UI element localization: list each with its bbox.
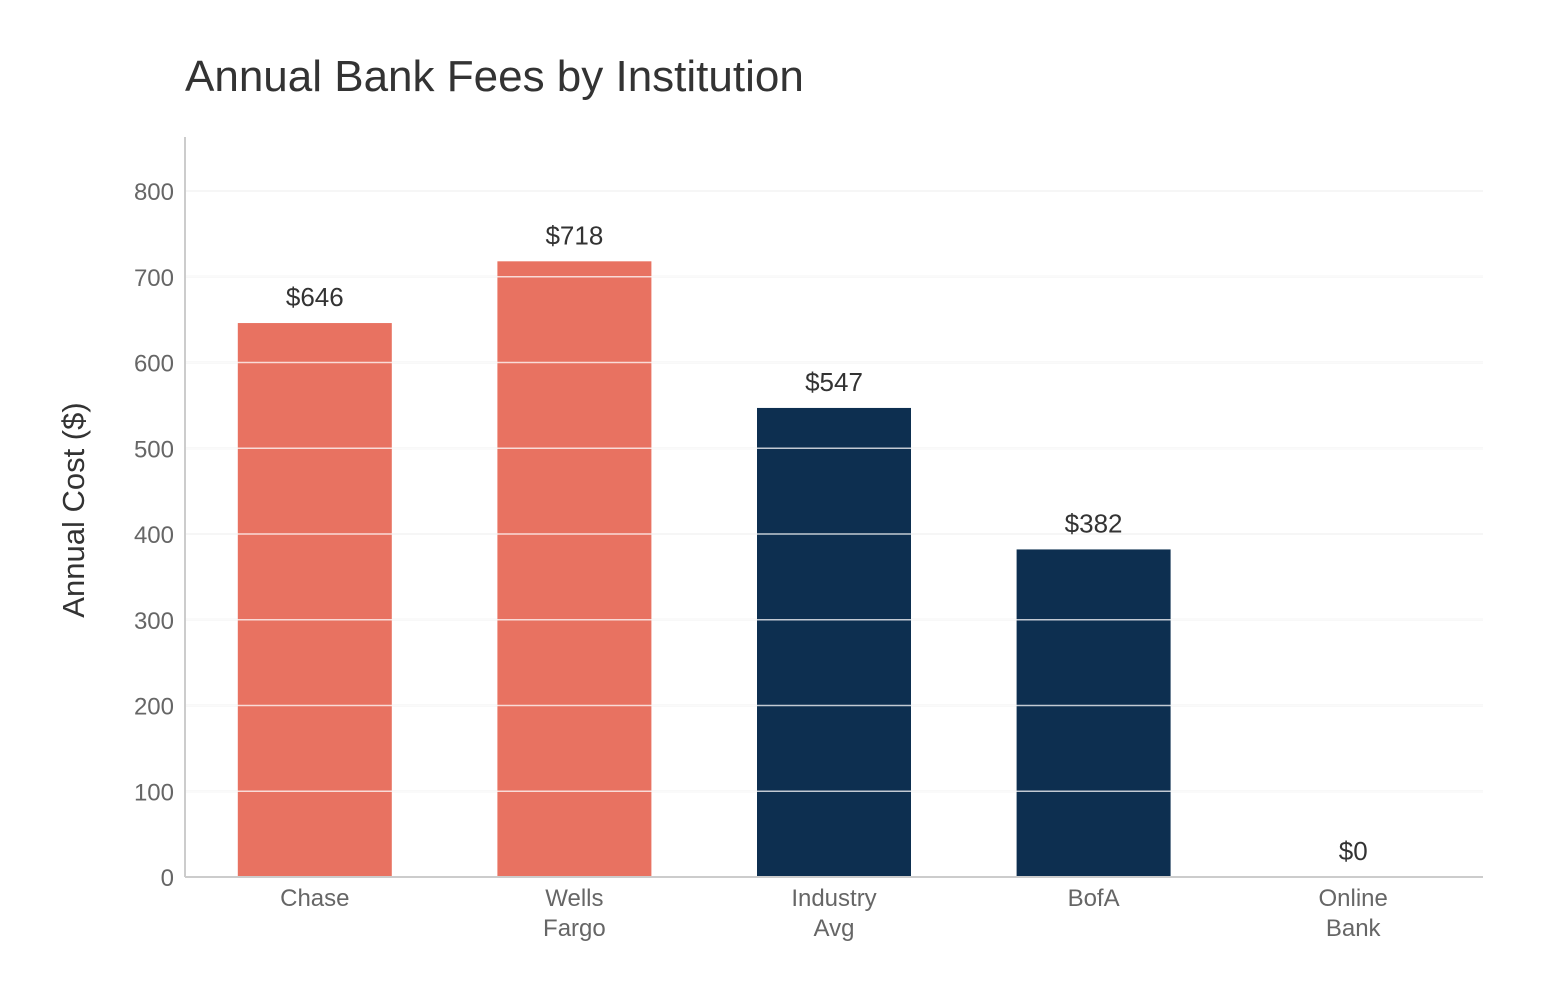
chart-title: Annual Bank Fees by Institution (185, 52, 804, 101)
value-label: $0 (1339, 836, 1368, 866)
x-category-label: BofA (1068, 885, 1120, 912)
y-tick-label: 200 (134, 694, 174, 721)
y-tick-label: 800 (134, 179, 174, 206)
bar-bofa[interactable] (1016, 549, 1171, 877)
y-axis-ticks: 0 100 200 300 400 500 600 700 800 (134, 179, 174, 892)
y-tick-label: 600 (134, 351, 174, 378)
y-tick-label: 0 (161, 865, 174, 892)
bar-wells-fargo[interactable] (497, 261, 652, 877)
y-tick-label: 500 (134, 436, 174, 463)
y-tick-label: 700 (134, 265, 174, 292)
value-label: $718 (545, 220, 603, 250)
bar-chase[interactable] (237, 323, 392, 877)
x-category-label: Online Bank (1319, 885, 1388, 942)
x-category-label: Industry Avg (791, 885, 876, 942)
value-label: $547 (805, 367, 863, 397)
value-label: $646 (286, 282, 344, 312)
bar-industry-avg[interactable] (757, 407, 911, 877)
value-label: $382 (1065, 508, 1123, 538)
value-labels: $646 $718 $547 $382 $0 (286, 220, 1368, 866)
bars (237, 261, 1171, 877)
x-axis-categories: Chase Wells Fargo Industry Avg BofA Online Bank (280, 885, 1388, 942)
gridlines-overlay (185, 190, 1483, 792)
y-tick-label: 300 (134, 608, 174, 635)
x-category-label: Chase (280, 885, 349, 912)
y-tick-label: 100 (134, 779, 174, 806)
x-category-label: Wells Fargo (543, 885, 606, 942)
y-tick-label: 400 (134, 522, 174, 549)
